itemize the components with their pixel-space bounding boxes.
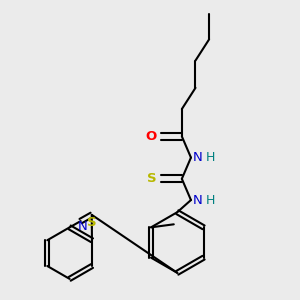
Text: N: N	[77, 220, 87, 233]
Text: N: N	[193, 151, 202, 164]
Text: O: O	[146, 130, 157, 143]
Text: H: H	[206, 194, 215, 206]
Text: S: S	[147, 172, 157, 185]
Text: H: H	[206, 151, 215, 164]
Text: S: S	[87, 216, 97, 229]
Text: N: N	[193, 194, 202, 206]
